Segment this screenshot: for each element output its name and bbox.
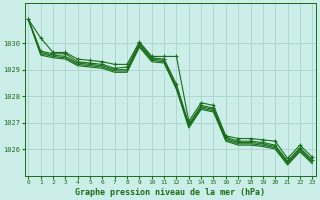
X-axis label: Graphe pression niveau de la mer (hPa): Graphe pression niveau de la mer (hPa) bbox=[75, 188, 265, 197]
